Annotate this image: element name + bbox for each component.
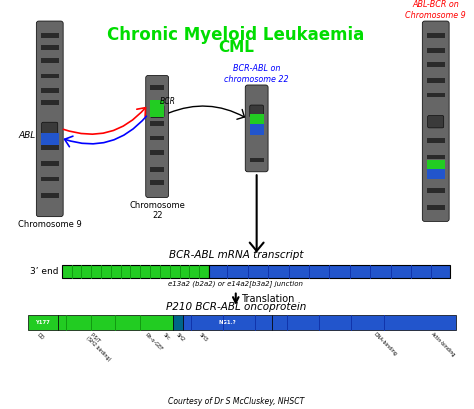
Text: CML: CML — [218, 40, 254, 55]
Text: Actin-binding: Actin-binding — [430, 332, 457, 358]
Bar — [427, 205, 445, 210]
FancyBboxPatch shape — [245, 85, 268, 172]
Bar — [173, 315, 183, 330]
Text: BCR-ABL mRNA transcript: BCR-ABL mRNA transcript — [169, 250, 303, 260]
Text: DD: DD — [36, 332, 45, 341]
Bar — [427, 62, 445, 67]
FancyBboxPatch shape — [150, 105, 164, 117]
Text: e13a2 (b2a2) or e14a2[b3a2] junction: e13a2 (b2a2) or e14a2[b3a2] junction — [168, 280, 303, 287]
Bar — [209, 265, 450, 278]
Bar — [150, 85, 164, 90]
FancyArrowPatch shape — [169, 106, 245, 119]
Bar — [41, 177, 59, 181]
FancyArrowPatch shape — [250, 175, 264, 251]
Text: P-S/T
(SH2 birding): P-S/T (SH2 birding) — [85, 332, 116, 362]
Text: Courtesy of Dr S McCluskey, NHSCT: Courtesy of Dr S McCluskey, NHSCT — [168, 397, 304, 406]
Bar — [250, 124, 264, 135]
Text: Chromosome
22: Chromosome 22 — [129, 201, 185, 220]
Bar — [150, 150, 164, 155]
Text: Rh-o-GEF: Rh-o-GEF — [144, 332, 164, 351]
Bar — [41, 88, 59, 92]
Text: Translation: Translation — [241, 294, 294, 304]
Bar — [427, 171, 445, 175]
Text: Chromosome 9: Chromosome 9 — [18, 220, 82, 229]
Bar — [150, 121, 164, 126]
Bar — [41, 145, 59, 150]
Text: BCR: BCR — [160, 97, 176, 106]
Text: ABL: ABL — [18, 130, 36, 139]
FancyBboxPatch shape — [422, 21, 449, 221]
Bar — [183, 315, 272, 330]
Bar — [41, 161, 59, 166]
Bar — [250, 114, 264, 124]
Bar — [150, 180, 164, 185]
Bar — [427, 34, 445, 38]
Text: BCR-ABL on
chromosome 22: BCR-ABL on chromosome 22 — [224, 64, 289, 83]
Bar — [250, 157, 264, 162]
Text: DNA-binding: DNA-binding — [373, 332, 398, 357]
Bar — [427, 92, 445, 97]
Bar — [28, 315, 58, 330]
Text: Chronic Myeloid Leukaemia: Chronic Myeloid Leukaemia — [107, 26, 365, 44]
FancyBboxPatch shape — [146, 75, 169, 198]
Bar — [41, 58, 59, 63]
FancyArrowPatch shape — [64, 116, 146, 147]
Bar — [41, 193, 59, 198]
Text: SH3: SH3 — [198, 332, 208, 342]
FancyArrowPatch shape — [64, 108, 146, 134]
Bar — [150, 167, 164, 172]
FancyBboxPatch shape — [250, 105, 264, 117]
Text: P210 BCR-ABL oncoprotein: P210 BCR-ABL oncoprotein — [165, 302, 306, 312]
Bar — [58, 315, 173, 330]
Text: 3’ end: 3’ end — [30, 267, 59, 276]
Bar — [427, 160, 445, 169]
Bar — [41, 100, 59, 105]
FancyBboxPatch shape — [42, 122, 58, 135]
Bar — [427, 155, 445, 160]
Bar — [427, 188, 445, 193]
Text: Y177: Y177 — [36, 320, 50, 325]
Bar — [41, 34, 59, 38]
Bar — [41, 133, 59, 145]
Bar — [427, 78, 445, 83]
Text: NG1.?: NG1.? — [219, 320, 236, 325]
Bar — [62, 265, 209, 278]
Bar — [427, 48, 445, 52]
Bar — [150, 100, 164, 117]
Text: Src: Src — [162, 332, 171, 341]
Bar — [41, 74, 59, 78]
Bar — [427, 169, 445, 179]
FancyBboxPatch shape — [428, 115, 444, 128]
Bar — [150, 135, 164, 140]
Bar — [272, 315, 456, 330]
FancyBboxPatch shape — [36, 21, 63, 217]
Text: ABL-BCR on
Chromosome 9: ABL-BCR on Chromosome 9 — [405, 0, 466, 20]
Bar — [41, 45, 59, 49]
Bar — [427, 138, 445, 143]
Text: SH2: SH2 — [175, 332, 185, 342]
